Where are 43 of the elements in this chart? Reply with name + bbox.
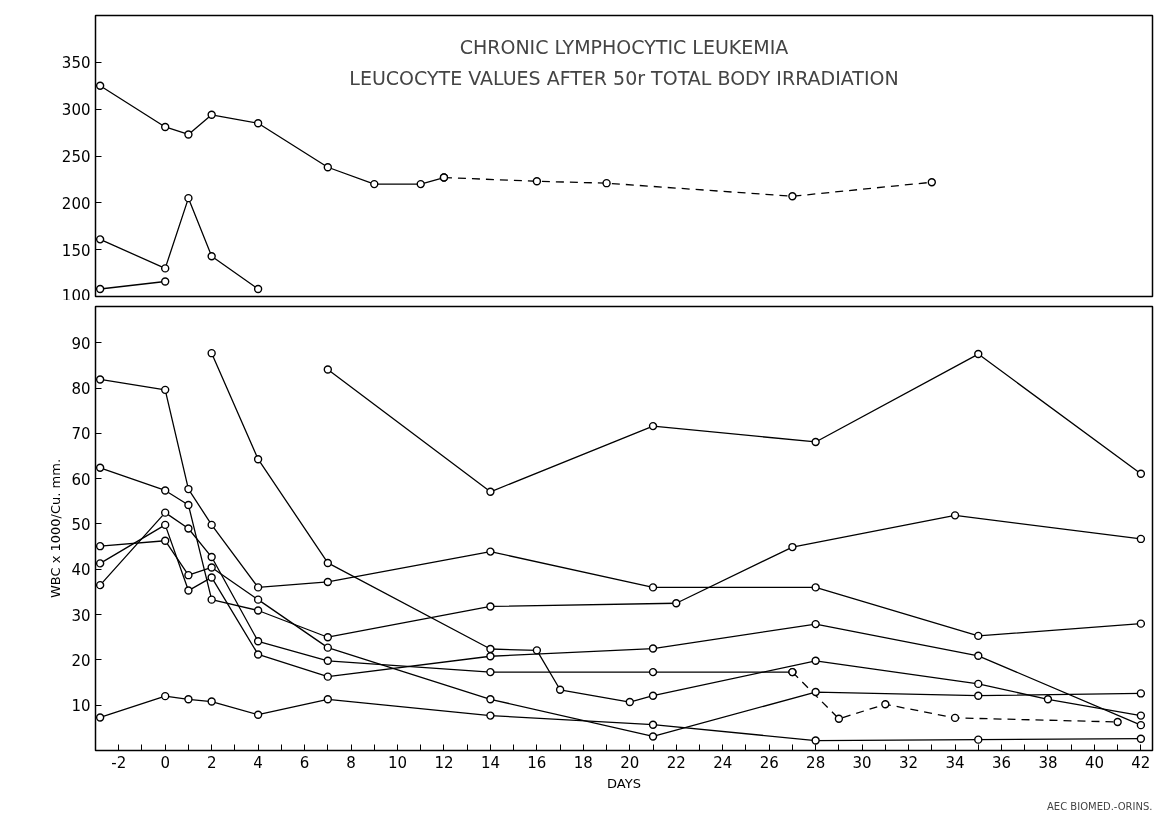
x-tick-label: -2 bbox=[111, 753, 127, 772]
x-tick-label: 8 bbox=[346, 753, 356, 772]
x-tick-label: 0 bbox=[160, 753, 170, 772]
x-tick-label: 40 bbox=[1084, 753, 1104, 772]
x-tick-label: 12 bbox=[434, 753, 454, 772]
x-tick-label: 26 bbox=[759, 753, 779, 772]
y-tick-label: 60 bbox=[71, 470, 91, 489]
y-tick-label: 90 bbox=[71, 334, 91, 353]
x-tick-label: 32 bbox=[899, 753, 919, 772]
x-tick-label: 2 bbox=[206, 753, 217, 772]
y-tick-label: 200 bbox=[61, 194, 91, 213]
y-tick-label: 40 bbox=[71, 561, 91, 580]
y-tick-label: 100 bbox=[61, 286, 91, 305]
y-tick-label: 350 bbox=[61, 54, 91, 73]
x-axis-title: DAYS bbox=[607, 775, 641, 791]
x-tick-label: 10 bbox=[387, 753, 408, 772]
y-tick-label: 250 bbox=[61, 148, 91, 166]
x-tick-label: 34 bbox=[945, 753, 965, 772]
x-tick-label: 6 bbox=[299, 753, 310, 772]
x-tick-label: 22 bbox=[666, 753, 686, 772]
x-tick-label: 18 bbox=[573, 753, 593, 772]
text: LEUCOCYTE VALUES AFTER 50r TOTAL BODY IRRADIATION bbox=[349, 66, 899, 89]
text: AEC BIOMED.-ORINS. bbox=[1047, 800, 1153, 812]
y-tick-label: 20 bbox=[71, 651, 91, 670]
x-tick-label: 14 bbox=[480, 753, 500, 772]
x-tick-label: 38 bbox=[1038, 753, 1058, 772]
x-tick-label: 24 bbox=[713, 753, 733, 772]
x-tick-label: 28 bbox=[806, 753, 826, 772]
y-tick-label: 300 bbox=[61, 101, 91, 120]
y-tick-label: 80 bbox=[71, 380, 91, 399]
y-tick-label: 50 bbox=[71, 515, 91, 534]
y-tick-label: 30 bbox=[71, 606, 91, 625]
x-tick-label: 16 bbox=[527, 753, 547, 772]
y-tick-label: 70 bbox=[71, 425, 91, 444]
y-tick-label: 150 bbox=[61, 241, 91, 260]
y-tick-label: 10 bbox=[71, 697, 91, 716]
x-tick-label: 36 bbox=[991, 753, 1012, 772]
x-tick-label: 42 bbox=[1131, 753, 1151, 772]
x-tick-label: 30 bbox=[852, 753, 872, 772]
x-tick-label: 20 bbox=[620, 753, 640, 772]
x-tick-label: 4 bbox=[253, 753, 263, 772]
y-axis-title: WBC x 1000/Cu. mm. bbox=[48, 458, 64, 599]
text: CHRONIC LYMPHOCYTIC LEUKEMIA bbox=[459, 35, 789, 58]
